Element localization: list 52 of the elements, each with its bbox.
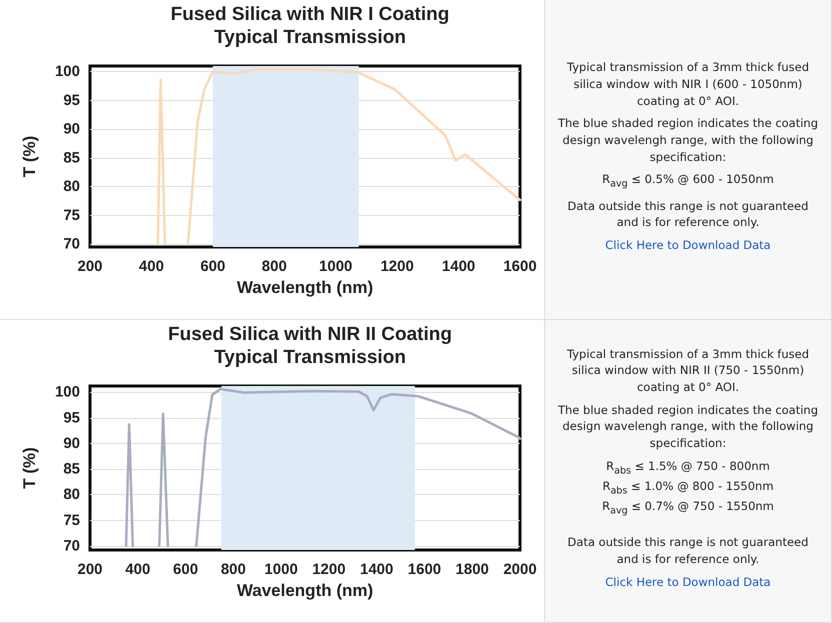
chart-subtitle: Typical Transmission [214, 347, 406, 368]
text: R$_{abs}$ ≤ 1.5% @ 750 - 800nm [605, 458, 771, 478]
x-tick-label: 600 [173, 561, 198, 578]
text: R$_{avg}$ ≤ 0.5% @ 600 - 1050nm [601, 171, 775, 192]
x-tick-label: 1200 [312, 561, 346, 578]
y-tick-label: 95 [63, 409, 80, 426]
text: Typical transmission of a 3mm thick fused silica window with NIR I (600 - 1050nm) coating at 0° AOI. [566, 59, 810, 110]
text: The blue shaded region indicates the coating design wavelengh range, with the following specification: [556, 115, 820, 166]
x-tick-label: 1000 [264, 561, 298, 578]
x-tick-label: 1400 [442, 258, 476, 275]
text: Click Here to Download Data [604, 574, 772, 590]
x-axis-title: Wavelength (nm) [236, 278, 374, 297]
y-tick-label: 85 [63, 460, 80, 478]
x-axis-title: Wavelength (nm) [236, 580, 374, 600]
text: R$_{avg}$ ≤ 0.7% @ 750 - 1550nm [601, 498, 775, 518]
text: Data outside this range is not guaranteed and is for reference only. [566, 534, 810, 568]
chart-title: Fused Silica with NIR I Coating [170, 4, 450, 25]
y-tick-label: 90 [63, 434, 80, 452]
y-tick-label: 80 [63, 486, 80, 504]
y-tick-label: 70 [63, 236, 80, 253]
text: The blue shaded region indicates the coating design wavelengh range, with the following specification: [556, 402, 820, 452]
x-tick-label: 800 [262, 258, 287, 275]
text: Typical transmission of a 3mm thick fused silica window with NIR II (750 - 1550nm) coating at 0° AOI. [566, 346, 810, 396]
x-tick-label: 200 [77, 561, 103, 578]
x-tick-label: 600 [200, 258, 226, 275]
y-axis-title: T (%) [20, 447, 39, 489]
y-tick-label: 70 [63, 537, 80, 554]
y-tick-label: 90 [63, 120, 80, 138]
y-tick-label: 100 [54, 63, 80, 80]
x-tick-label: 1600 [408, 561, 442, 578]
y-tick-label: 100 [54, 384, 80, 401]
y-tick-label: 80 [63, 178, 80, 196]
text: Click Here to Download Data [604, 236, 772, 254]
chart-title: Fused Silica with NIR II Coating [168, 324, 452, 345]
x-tick-label: 800 [220, 561, 246, 578]
x-tick-label: 200 [77, 258, 103, 275]
x-tick-label: 1800 [456, 561, 489, 578]
x-tick-label: 1600 [503, 258, 537, 275]
y-tick-label: 75 [63, 512, 80, 529]
y-tick-label: 85 [63, 149, 80, 166]
chart-subtitle: Typical Transmission [214, 27, 406, 48]
x-tick-label: 400 [138, 258, 164, 275]
x-tick-label: 1000 [319, 258, 352, 275]
text: R$_{abs}$ ≤ 1.0% @ 800 - 1550nm [601, 478, 775, 498]
x-tick-label: 2000 [503, 561, 537, 578]
y-axis-title: T (%) [20, 136, 39, 178]
x-tick-label: 1400 [360, 561, 394, 578]
y-tick-label: 75 [63, 206, 80, 224]
x-tick-label: 1200 [380, 258, 414, 275]
y-tick-label: 95 [63, 92, 80, 109]
text: Data outside this range is not guaranteed and is for reference only. [566, 198, 810, 231]
x-tick-label: 400 [125, 561, 150, 578]
